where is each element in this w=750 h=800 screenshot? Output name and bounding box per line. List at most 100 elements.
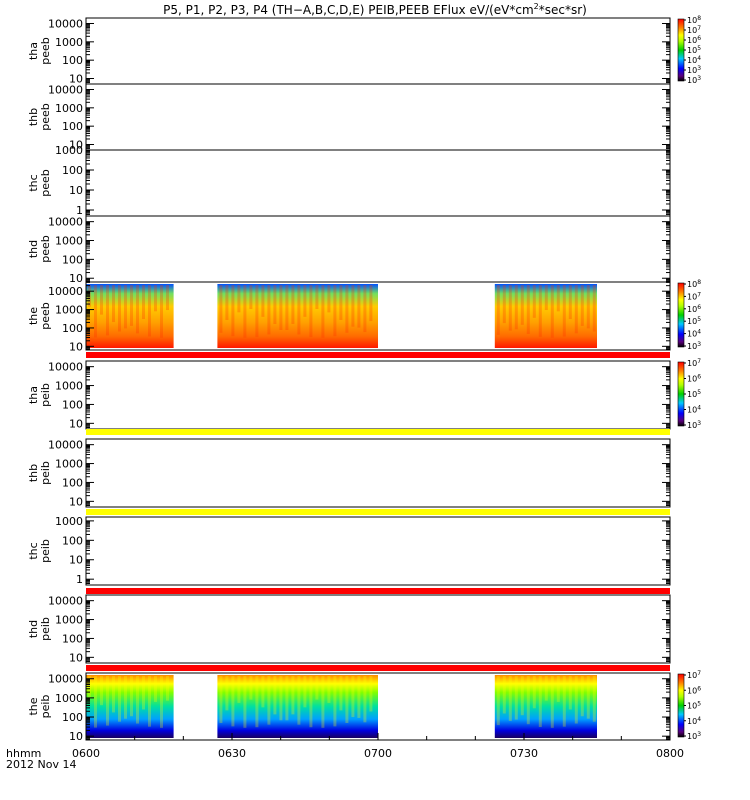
panel-frame-thd-peeb (85, 215, 671, 283)
colorbar-the-peeb (677, 282, 685, 348)
texture-stripe (267, 285, 271, 335)
texture-stripe (148, 285, 151, 337)
texture-stripe (231, 676, 235, 727)
x-tick-label: 0700 (364, 747, 392, 760)
texture-stripe (106, 285, 109, 336)
texture-stripe (285, 285, 289, 330)
y-label-product: peib (39, 617, 52, 641)
texture-stripe (351, 676, 355, 718)
y-label-product: peib (39, 695, 52, 719)
texture-stripe (94, 285, 97, 338)
y-tick-label: 10 (69, 554, 83, 567)
texture-stripe (291, 285, 295, 324)
y-tick-label: 10 (69, 73, 83, 86)
texture-stripe (118, 285, 121, 332)
panel-tha-peib: 10 100 1000 10000 tha peib 103 104 105 106 107 (27, 358, 701, 430)
colorbar-the-peib (677, 673, 685, 738)
texture-stripe (526, 285, 530, 334)
x-tick-label: 0800 (656, 747, 684, 760)
texture-stripe (255, 676, 259, 728)
figure-title: P5, P1, P2, P3, P4 (TH−A,B,C,D,E) PEIB,P… (163, 2, 587, 17)
texture-stripe (586, 676, 590, 719)
colorbar-tick-label: 104 (687, 55, 701, 65)
texture-stripe (106, 676, 109, 726)
y-label-probe: tha (27, 42, 40, 60)
texture-stripe (219, 676, 223, 724)
panel-thc-peeb: 1 10 100 1000 thc peeb (27, 144, 671, 217)
texture-stripe (514, 285, 518, 330)
y-tick-label: 1000 (55, 614, 83, 627)
texture-stripe (556, 676, 560, 702)
y-label-probe: thc (27, 542, 40, 559)
y-tick-label: 10 (69, 417, 83, 430)
x-tick-label: 0630 (218, 747, 246, 760)
texture-stripe (261, 285, 265, 317)
texture-stripe (285, 676, 289, 721)
texture-stripe (496, 285, 500, 335)
y-label-probe: the (27, 307, 40, 325)
texture-stripe (249, 285, 253, 310)
texture-stripe (88, 285, 91, 307)
texture-stripe (592, 285, 596, 332)
time-axis: 0600 0630 0700 0730 0800 (72, 733, 684, 760)
texture-stripe (327, 285, 331, 313)
texture-stripe (568, 676, 572, 710)
spectrogram-block-the-peeb-2 (494, 284, 597, 348)
date-label: 2012 Nov 14 (6, 758, 76, 771)
texture-stripe (154, 676, 157, 702)
texture-stripe (112, 676, 115, 713)
colorbar-tick-label: 103 (687, 65, 701, 75)
colorbar-tick-label: 104 (687, 716, 701, 726)
texture-stripe (544, 285, 548, 311)
y-tick-label: 10000 (48, 361, 83, 374)
texture-stripe (592, 676, 596, 722)
y-tick-label: 10000 (48, 285, 83, 298)
spectrogram-block-the-peib-2 (494, 675, 597, 738)
y-tick-label: 1000 (55, 235, 83, 248)
y-tick-label: 1000 (55, 144, 83, 157)
colorbar-tick-label: 105 (687, 389, 701, 399)
texture-stripe (339, 676, 343, 711)
texture-stripe (538, 676, 542, 727)
texture-stripe (124, 676, 127, 719)
panel-frame-thc-peib (85, 516, 671, 586)
texture-stripe (154, 285, 157, 312)
y-tick-label: 10 (69, 651, 83, 664)
y-tick-label: 10000 (48, 84, 83, 97)
colorbar-tick-label: 104 (687, 329, 701, 339)
y-tick-label: 1 (76, 573, 83, 586)
colorbar-tick-label: 104 (687, 405, 701, 415)
texture-stripe (357, 676, 361, 718)
y-tick-label: 1 (76, 204, 83, 217)
texture-stripe (321, 676, 325, 728)
x-tick-label: 0730 (510, 747, 538, 760)
colorbar-tick-label: 103 (687, 420, 701, 430)
y-tick-label: 100 (62, 54, 83, 67)
texture-stripe (502, 285, 506, 324)
y-label-probe: thd (27, 620, 40, 638)
panel-frame-the-peeb (85, 281, 671, 351)
texture-stripe (309, 676, 313, 728)
spectrogram-block-the-peeb-1 (217, 284, 378, 348)
panel-frame-thb-peib (85, 438, 671, 508)
texture-stripe (363, 285, 367, 333)
y-tick-label: 10000 (48, 216, 83, 229)
texture-stripe (237, 285, 241, 313)
texture-stripe (166, 285, 169, 311)
colorbar-tick-label: 108 (687, 279, 701, 289)
texture-stripe (508, 676, 512, 721)
spectrogram-block-the-peib-0 (86, 675, 174, 738)
texture-stripe (345, 285, 349, 333)
texture-stripe (580, 285, 584, 326)
y-tick-label: 100 (62, 632, 83, 645)
colorbar-tick-label: 108 (687, 15, 701, 25)
texture-stripe (291, 676, 295, 715)
y-tick-label: 100 (62, 120, 83, 133)
texture-stripe (520, 676, 524, 716)
colorbar-tick-label: 103 (687, 731, 701, 741)
colorbar-tick-label: 106 (687, 35, 701, 45)
x-tick-label: 0600 (72, 747, 100, 760)
colorbar-tick-label: 103 (687, 75, 701, 85)
panel-frame-thb-peeb (85, 83, 671, 151)
